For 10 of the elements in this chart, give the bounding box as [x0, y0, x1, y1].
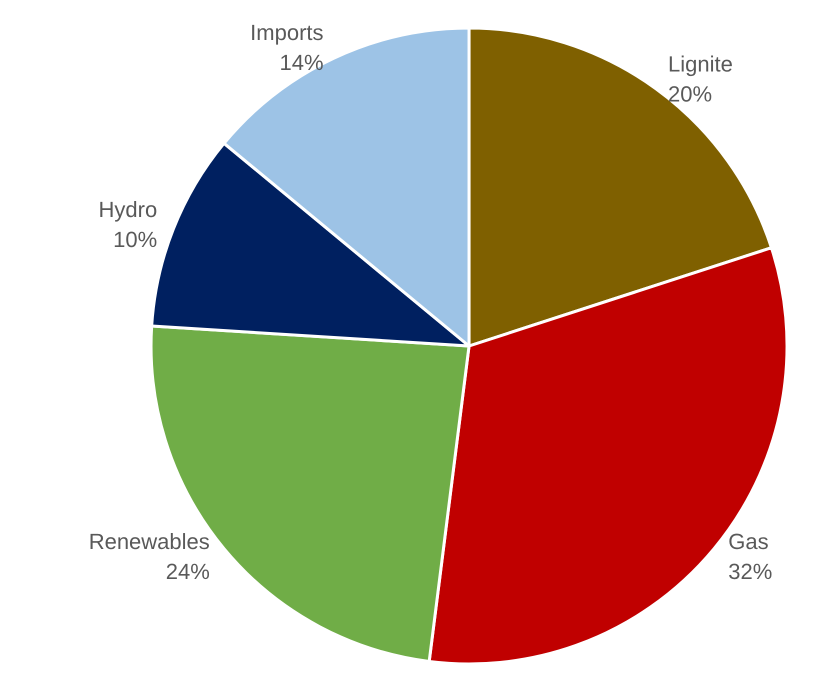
data-label: 24%	[166, 558, 210, 584]
data-label: 32%	[728, 558, 772, 584]
data-label: 20%	[668, 82, 712, 107]
data-label: 14%	[279, 50, 324, 75]
data-label: 10%	[113, 227, 158, 252]
slice-label: Imports	[250, 20, 324, 45]
slice-label: Renewables	[88, 528, 210, 554]
slice-label: Lignite	[668, 52, 733, 77]
slice-label: Gas	[728, 528, 769, 554]
slice-label: Hydro	[98, 197, 158, 222]
